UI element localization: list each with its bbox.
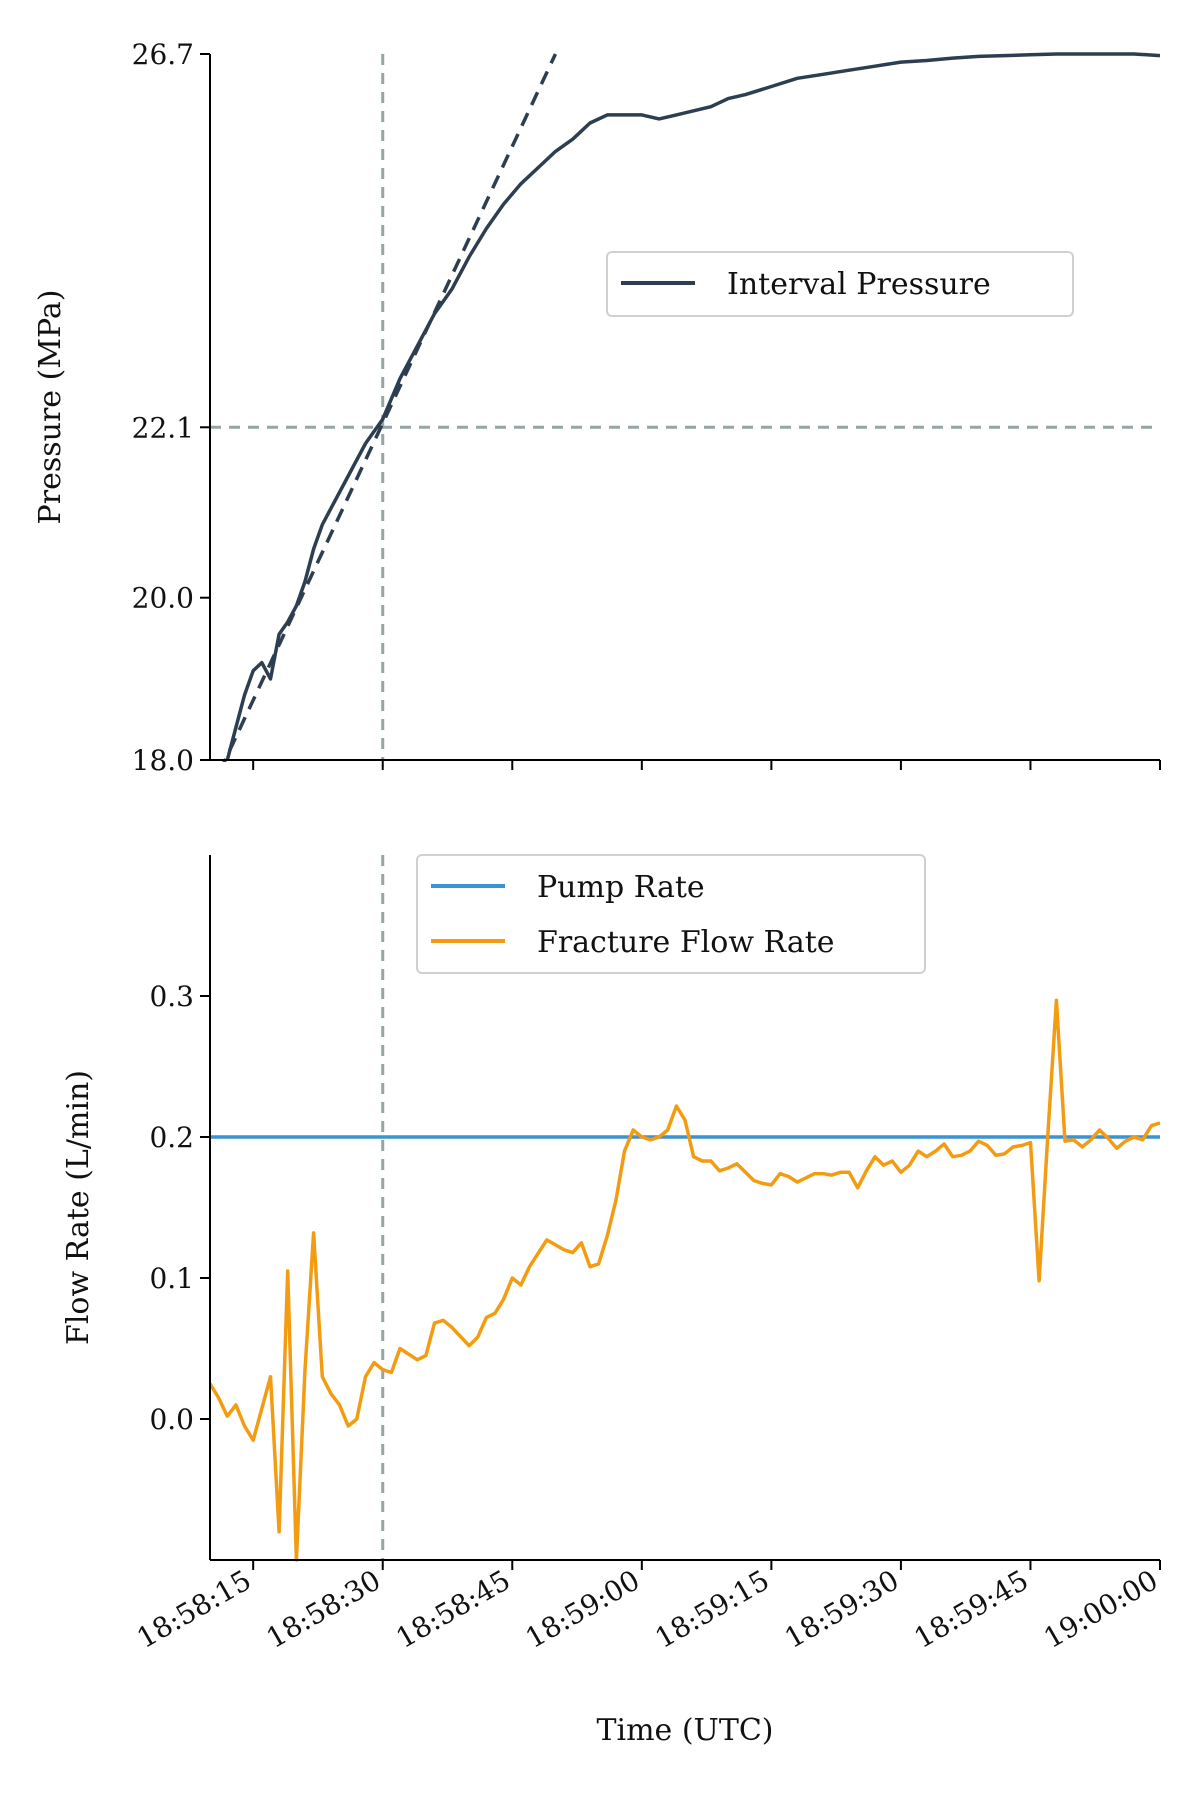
flow-ytick-label: 0.2 <box>149 1121 194 1154</box>
pressure-ylabel: Pressure (MPa) <box>33 290 68 525</box>
flow-xtick-label: 19:00:00 <box>1038 1563 1163 1654</box>
flow-ylabel: Flow Rate (L/min) <box>61 1070 96 1345</box>
flow-ytick-label: 0.1 <box>149 1262 194 1295</box>
flow-legend-box <box>416 854 926 974</box>
flow-ytick-label: 0.3 <box>149 980 194 1013</box>
flow-xlabel: Time (UTC) <box>597 1713 774 1748</box>
pressure-series-line-0 <box>225 52 1160 761</box>
pressure-legend-label: Interval Pressure <box>727 267 991 302</box>
flow-xtick-label: 18:59:15 <box>649 1563 774 1654</box>
pressure-ytick-label: 22.1 <box>132 411 194 444</box>
flow-legend-label-1: Fracture Flow Rate <box>537 925 835 960</box>
flow-series-line-1 <box>210 998 1160 1562</box>
flow-ytick-label: 0.0 <box>149 1403 194 1436</box>
pressure-tangent-line <box>222 53 558 762</box>
pressure-ytick-label: 18.0 <box>132 744 194 777</box>
pressure-ytick-label: 20.0 <box>132 582 194 615</box>
flow-xtick-label: 18:58:30 <box>261 1563 386 1654</box>
flow-xtick-label: 18:59:45 <box>909 1563 1034 1654</box>
pressure-legend-box <box>606 251 1074 317</box>
flow-xtick-label: 18:59:30 <box>779 1563 904 1654</box>
flow-xtick-label: 18:59:00 <box>520 1563 645 1654</box>
flow-xtick-label: 18:58:15 <box>131 1563 256 1654</box>
pressure-ytick-label: 26.7 <box>132 38 194 71</box>
flow-xtick-label: 18:58:45 <box>390 1563 515 1654</box>
flow-legend-label-0: Pump Rate <box>537 870 705 905</box>
